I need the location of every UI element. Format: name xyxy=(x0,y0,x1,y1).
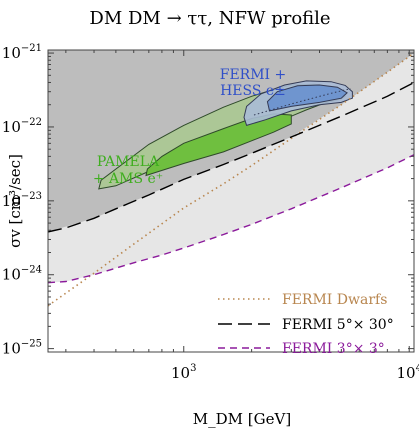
pamela-label-line-2: + AMS e⁺ xyxy=(93,171,163,187)
plot-area xyxy=(48,50,414,352)
y-tick-label: 10−23 xyxy=(2,191,42,210)
x-tick-base: 10 xyxy=(396,364,415,382)
constraint-lines xyxy=(48,52,414,307)
fermi-hess-label-line-1: FERMI + xyxy=(220,67,287,83)
series-line-2 xyxy=(48,154,414,284)
y-tick-base: 10 xyxy=(2,340,21,358)
pamela-label-line-1: PAMELA xyxy=(97,154,160,170)
y-tick-exp: −25 xyxy=(21,339,42,350)
fermi-hess-region-inner xyxy=(266,84,348,112)
y-tick-label: 10−22 xyxy=(2,117,42,136)
region-label-fermi-hess: FERMI + HESS e± xyxy=(220,67,287,99)
legend: FERMI Dwarfs FERMI 5°× 30° FERMI 3°× 3° xyxy=(218,292,394,357)
y-tick-label: 10−21 xyxy=(2,43,42,62)
x-tick-label: 103 xyxy=(171,363,196,382)
series-line-1 xyxy=(48,81,414,233)
y-tick-base: 10 xyxy=(2,266,21,284)
legend-label-dwarfs: FERMI Dwarfs xyxy=(282,292,387,308)
series-line-0 xyxy=(48,52,414,307)
y-tick-base: 10 xyxy=(2,44,21,62)
x-tick-exp: 4 xyxy=(416,363,419,374)
x-tick-base: 10 xyxy=(171,364,190,382)
y-tick-exp: −21 xyxy=(21,43,42,54)
fermi-hess-label-line-2: HESS e± xyxy=(220,83,286,99)
region-label-pamela: PAMELA + AMS e⁺ xyxy=(93,154,163,187)
y-tick-exp: −22 xyxy=(21,117,42,128)
y-axis-label: σv [cm³/sec] xyxy=(6,154,24,248)
y-tick-label: 10−25 xyxy=(2,339,42,358)
y-tick-label: 10−24 xyxy=(2,265,42,284)
x-tick-label: 104 xyxy=(396,363,419,382)
legend-label-fermi-3x3: FERMI 3°× 3° xyxy=(282,341,385,357)
y-tick-exp: −23 xyxy=(21,191,42,202)
x-tick-exp: 3 xyxy=(190,363,196,374)
legend-label-fermi-5x30: FERMI 5°× 30° xyxy=(282,317,394,333)
fit-regions xyxy=(98,80,353,190)
y-tick-base: 10 xyxy=(2,118,21,136)
chart-title: DM DM → ττ, NFW profile xyxy=(89,8,330,29)
x-axis-label: M_DM [GeV] xyxy=(193,410,291,428)
y-tick-base: 10 xyxy=(2,192,21,210)
y-tick-exp: −24 xyxy=(21,265,42,276)
